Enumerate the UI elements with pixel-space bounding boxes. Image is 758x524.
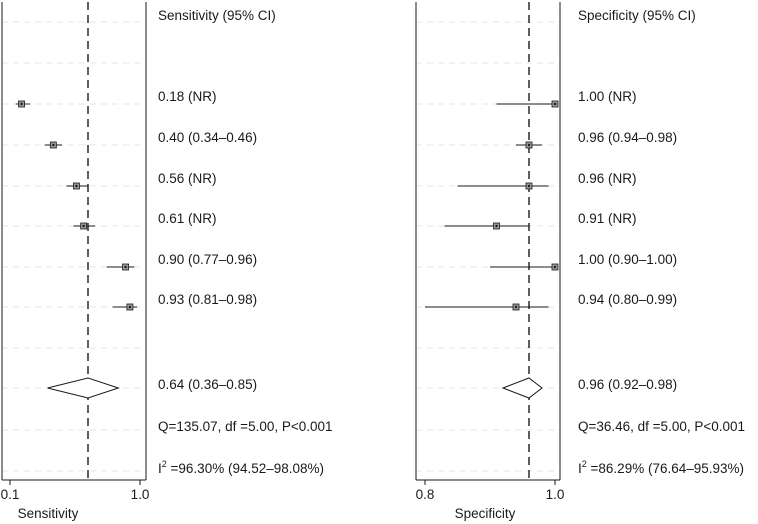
i-squared-superscript: 2 [582, 459, 587, 469]
study-point-center [514, 305, 518, 309]
study-point-center [553, 265, 557, 269]
heterogeneity-statistics: Q=36.46, df =5.00, P<0.001 [578, 419, 745, 434]
pooled-diamond [47, 377, 120, 399]
study-point-center [75, 184, 78, 188]
study-estimate-label: 0.91 (NR) [578, 211, 637, 226]
column-header: Sensitivity (95% CI) [158, 8, 276, 23]
i-squared-value: =86.29% (76.64–95.93%) [587, 461, 744, 476]
column-header: Specificity (95% CI) [578, 8, 696, 23]
pooled-estimate-label: 0.96 (0.92–0.98) [578, 377, 677, 392]
i-squared-symbol: I [578, 461, 582, 476]
study-estimate-label: 0.93 (0.81–0.98) [158, 292, 257, 307]
study-estimate-label: 0.90 (0.77–0.96) [158, 252, 257, 267]
study-estimate-label: 1.00 (NR) [578, 89, 637, 104]
study-estimate-label: 0.61 (NR) [158, 211, 217, 226]
i-squared-value: =96.30% (94.52–98.08%) [167, 461, 324, 476]
study-estimate-label: 0.96 (NR) [578, 171, 637, 186]
study-estimate-label: 1.00 (0.90–1.00) [578, 252, 677, 267]
heterogeneity-statistics: Q=135.07, df =5.00, P<0.001 [158, 419, 333, 434]
study-point-center [553, 102, 557, 106]
i-squared-statistic: I2 =96.30% (94.52–98.08%) [158, 459, 324, 476]
x-axis-title: Specificity [455, 506, 516, 521]
study-estimate-label: 0.40 (0.34–0.46) [158, 130, 257, 145]
x-tick-label: 1.0 [131, 487, 150, 502]
study-point-center [82, 224, 85, 228]
i-squared-superscript: 2 [162, 459, 167, 469]
study-estimate-label: 0.96 (0.94–0.98) [578, 130, 677, 145]
study-point-center [527, 184, 531, 188]
study-point-center [495, 224, 498, 228]
study-estimate-label: 0.56 (NR) [158, 171, 217, 186]
study-point-center [124, 265, 127, 269]
study-point-center [20, 102, 23, 106]
study-point-center [52, 143, 55, 147]
study-estimate-label: 0.18 (NR) [158, 89, 217, 104]
pooled-diamond [501, 377, 543, 399]
x-axis-title: Sensitivity [18, 506, 79, 521]
study-point-center [128, 305, 132, 309]
study-estimate-label: 0.94 (0.80–0.99) [578, 292, 677, 307]
study-point-center [527, 143, 531, 147]
i-squared-symbol: I [158, 461, 162, 476]
x-tick-label: 0.8 [416, 487, 435, 502]
i-squared-statistic: I2 =86.29% (76.64–95.93%) [578, 459, 744, 476]
x-tick-label: 1.0 [546, 487, 565, 502]
pooled-estimate-label: 0.64 (0.36–0.85) [158, 377, 257, 392]
x-tick-label: 0.1 [1, 487, 20, 502]
